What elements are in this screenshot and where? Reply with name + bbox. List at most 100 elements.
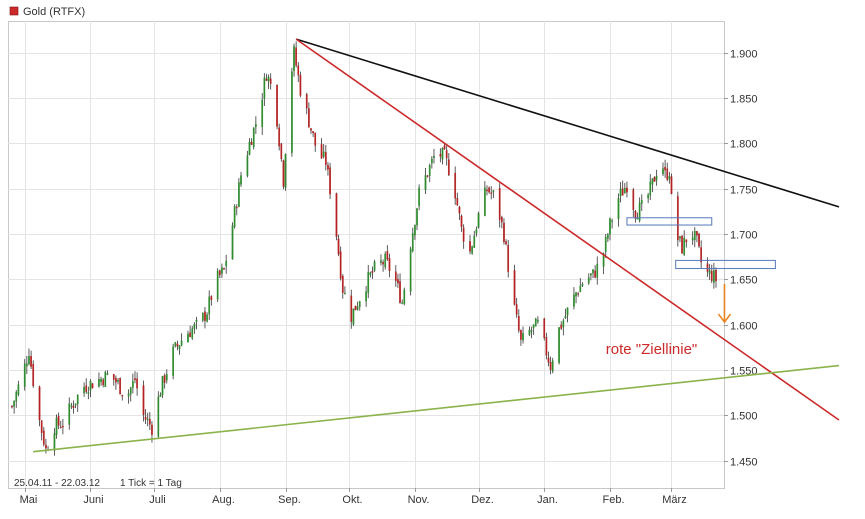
candle <box>119 377 121 395</box>
candle <box>418 187 420 207</box>
candle <box>634 211 637 219</box>
candle <box>602 253 605 267</box>
candle <box>134 378 136 381</box>
candle <box>57 416 60 426</box>
candle <box>416 208 418 226</box>
candle <box>89 380 92 391</box>
candle <box>484 187 486 216</box>
candle <box>517 315 520 331</box>
candle <box>549 361 552 370</box>
candle <box>23 363 26 387</box>
candle <box>38 386 41 421</box>
candle <box>246 155 249 176</box>
candle <box>428 165 431 176</box>
candle <box>698 233 700 247</box>
support-box <box>675 259 776 270</box>
candle <box>696 231 698 236</box>
candle <box>55 417 58 435</box>
candle <box>611 220 613 222</box>
y-axis: 1.9001.8501.8001.7501.7001.6501.6001.550… <box>724 49 758 469</box>
candle <box>72 405 75 408</box>
candle <box>475 229 478 234</box>
candle <box>388 258 391 271</box>
candle <box>683 237 686 255</box>
candle <box>507 245 510 272</box>
candle <box>312 131 314 134</box>
candle <box>713 270 715 283</box>
candle <box>299 74 302 96</box>
candle <box>679 236 681 239</box>
candle <box>503 222 505 243</box>
candle <box>681 235 683 254</box>
candle <box>195 319 198 322</box>
candle <box>74 403 77 406</box>
candle <box>486 189 488 192</box>
candle <box>590 273 592 276</box>
candle <box>291 71 293 153</box>
black-trendline <box>295 38 840 208</box>
candle <box>337 238 340 255</box>
plot-frame <box>8 21 725 489</box>
candle <box>329 167 331 195</box>
candle <box>397 279 399 284</box>
candle <box>371 271 374 273</box>
candle <box>596 264 599 278</box>
candle <box>394 271 397 281</box>
candle <box>102 379 105 386</box>
candle <box>151 424 153 435</box>
candle <box>651 178 654 185</box>
candle <box>490 192 493 194</box>
x-tick-label: Nov. <box>408 494 430 506</box>
candle <box>649 181 652 196</box>
candle <box>206 314 208 322</box>
candle <box>100 378 102 382</box>
candle <box>335 193 338 237</box>
candle <box>666 168 669 180</box>
candle <box>25 363 28 367</box>
candle <box>456 198 459 206</box>
candle <box>106 373 109 375</box>
candle <box>11 405 13 408</box>
candle <box>278 127 281 147</box>
candle <box>626 187 628 193</box>
candle <box>594 270 596 278</box>
down-arrow-head <box>717 313 732 324</box>
candle <box>146 418 149 421</box>
candle <box>191 328 194 339</box>
x-tick-label: Okt. <box>342 494 362 506</box>
candle <box>218 270 221 276</box>
candle <box>566 307 569 316</box>
legend-marker <box>9 6 19 16</box>
y-tick-label: 1.600 <box>730 321 758 333</box>
candle <box>40 420 43 433</box>
candle <box>163 375 166 383</box>
candle <box>411 233 414 252</box>
candle <box>636 218 639 220</box>
candle <box>121 394 124 397</box>
candle <box>384 253 387 268</box>
candle <box>59 426 62 429</box>
candle <box>127 393 130 397</box>
candle <box>358 301 361 307</box>
candle <box>225 260 228 267</box>
candle <box>129 387 132 395</box>
candle <box>201 312 204 321</box>
candle <box>653 176 656 182</box>
x-tick-label: Juli <box>149 494 166 506</box>
candle <box>223 268 225 270</box>
candle <box>76 394 79 405</box>
candle <box>607 234 609 239</box>
candle <box>261 99 264 127</box>
candle <box>668 176 671 180</box>
x-tick-label: Mai <box>20 494 38 506</box>
x-tick-label: Jan. <box>537 494 558 506</box>
x-axis: Mai Juni Juli Aug. Sep. Okt. Nov. Dez. Jan. Feb. M… <box>20 488 687 506</box>
candle <box>193 323 196 329</box>
candle <box>87 392 90 394</box>
candle <box>691 237 694 241</box>
candle <box>176 343 179 347</box>
annotation-label: rote "Ziellinie" <box>606 341 698 358</box>
y-tick-label: 1.650 <box>730 275 758 287</box>
candle <box>664 167 666 171</box>
candle <box>341 275 344 293</box>
